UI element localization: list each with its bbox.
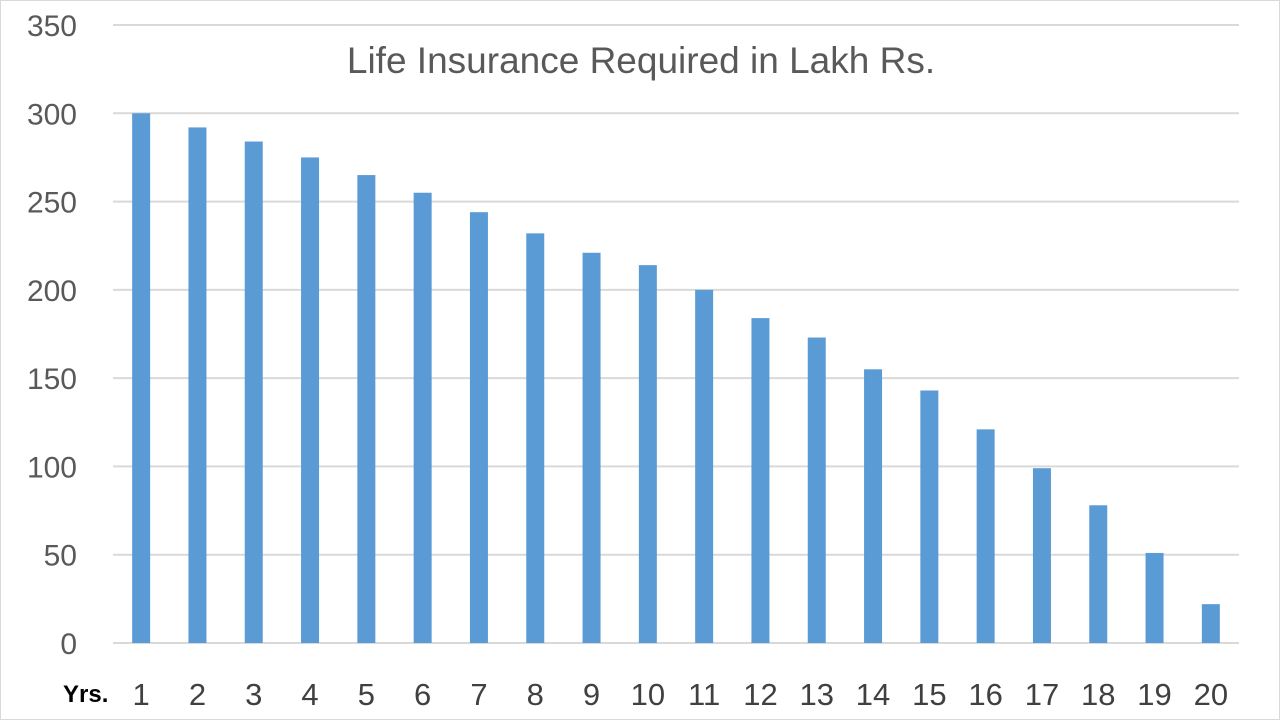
x-tick-label: 13 — [800, 677, 834, 712]
x-tick-label: 19 — [1137, 677, 1171, 712]
x-tick-label: 4 — [301, 677, 318, 712]
y-axis-ticks: 0 50 100 150 200 250 300 350 — [27, 10, 77, 661]
bar-year-11 — [695, 289, 714, 643]
y-tick-label: 350 — [27, 10, 77, 43]
x-tick-label: 7 — [470, 677, 487, 712]
bars — [132, 113, 1220, 644]
x-tick-label: 5 — [358, 677, 375, 712]
bar-year-20 — [1201, 604, 1220, 643]
bar-year-17 — [1032, 468, 1051, 643]
bar-year-2 — [188, 127, 207, 643]
y-tick-label: 200 — [27, 275, 77, 308]
bar-year-10 — [638, 265, 657, 643]
bar-year-16 — [976, 429, 995, 643]
x-tick-label: 20 — [1194, 677, 1228, 712]
bar-year-19 — [1145, 552, 1164, 643]
x-tick-label: 14 — [856, 677, 890, 712]
bar-year-7 — [469, 212, 488, 643]
x-axis-ticks: 1 2 3 4 5 6 7 8 9 10 11 12 13 14 15 16 17 18 19 20 — [133, 677, 1229, 712]
y-tick-label: 100 — [27, 451, 77, 484]
y-tick-label: 150 — [27, 363, 77, 396]
y-tick-label: 50 — [44, 540, 77, 573]
x-tick-label: 10 — [631, 677, 665, 712]
x-tick-label: 8 — [527, 677, 544, 712]
x-tick-label: 3 — [245, 677, 262, 712]
x-tick-label: 18 — [1081, 677, 1115, 712]
bar-year-9 — [582, 252, 601, 643]
x-axis-label: Yrs. — [63, 681, 108, 708]
x-tick-label: 9 — [583, 677, 600, 712]
x-tick-label: 2 — [189, 677, 206, 712]
bar-year-14 — [864, 369, 883, 643]
bar-year-18 — [1089, 505, 1108, 643]
y-tick-label: 0 — [60, 628, 77, 661]
gridlines — [113, 24, 1239, 644]
x-tick-label: 6 — [414, 677, 431, 712]
bar-year-3 — [244, 141, 263, 643]
x-tick-label: 17 — [1025, 677, 1059, 712]
x-tick-label: 16 — [968, 677, 1002, 712]
bar-year-15 — [920, 390, 939, 643]
x-tick-label: 15 — [912, 677, 946, 712]
y-tick-label: 300 — [27, 98, 77, 131]
x-tick-label: 1 — [133, 677, 150, 712]
bar-year-12 — [751, 318, 770, 643]
bar-year-5 — [357, 175, 376, 644]
bar-year-1 — [132, 113, 151, 644]
bar-year-4 — [301, 157, 320, 643]
x-tick-label: 12 — [743, 677, 777, 712]
chart-title: Life Insurance Required in Lakh Rs. — [347, 40, 935, 81]
bar-year-6 — [413, 192, 432, 643]
x-tick-label: 11 — [688, 677, 720, 712]
y-tick-label: 250 — [27, 187, 77, 220]
bar-year-13 — [807, 337, 826, 643]
bar-year-8 — [526, 233, 545, 643]
